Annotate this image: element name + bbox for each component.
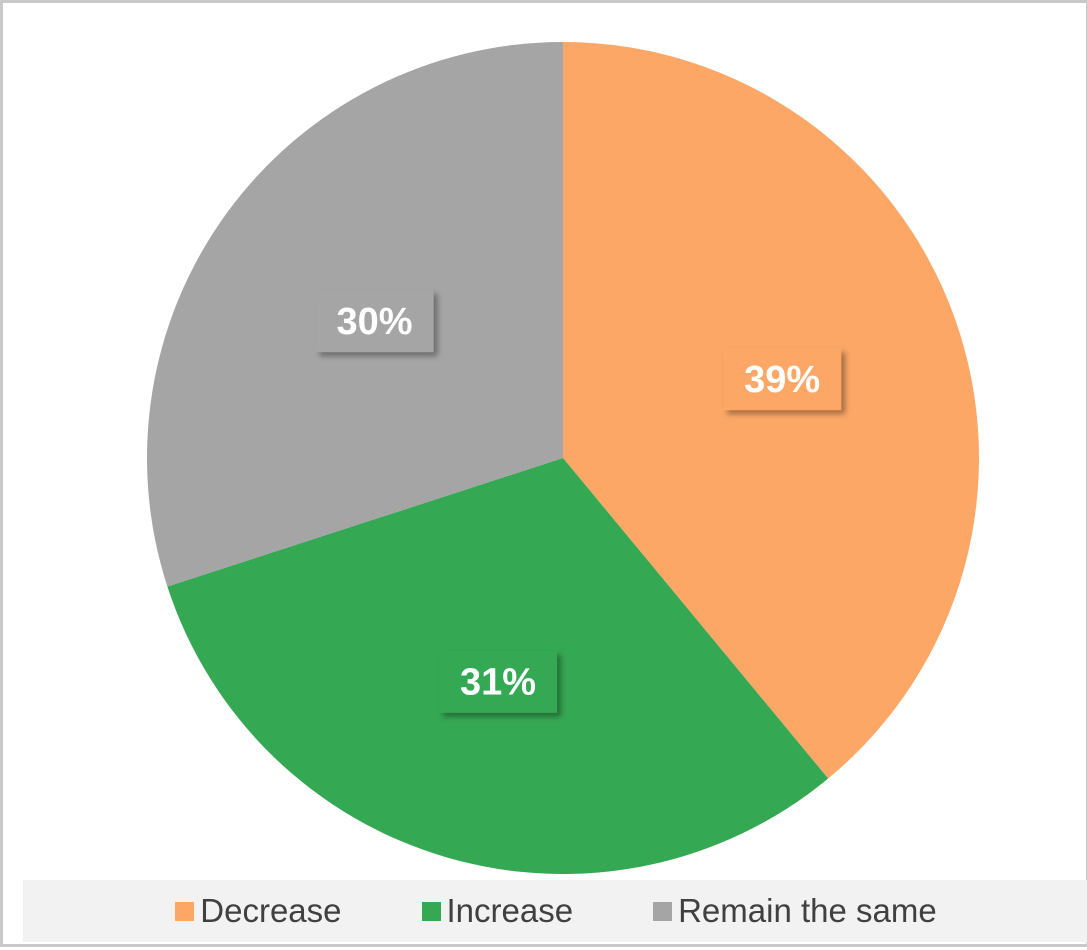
legend-item-decrease[interactable]: Decrease	[175, 892, 342, 930]
data-label-decrease: 39%	[723, 348, 842, 411]
data-label-box-remain-the-same	[315, 290, 434, 353]
data-label-text-increase: 31%	[460, 662, 536, 704]
data-label-box-decrease	[723, 348, 842, 411]
pie-chart: 39% 31% 30%	[146, 42, 980, 874]
legend-label-decrease: Decrease	[200, 892, 342, 929]
legend-swatch-decrease	[175, 901, 195, 921]
data-label-box-increase	[439, 650, 558, 713]
legend-swatch-increase	[421, 901, 441, 921]
data-label-increase: 31%	[439, 650, 558, 713]
data-label-text-remain-the-same: 30%	[337, 301, 413, 343]
legend-label-remain-the-same: Remain the same	[678, 892, 937, 929]
legend-item-increase[interactable]: Increase	[421, 892, 574, 930]
legend-item-remain-the-same[interactable]: Remain the same	[653, 892, 937, 930]
data-label-remain-the-same: 30%	[315, 290, 434, 353]
legend-swatch-remain-the-same	[653, 901, 673, 921]
pie-slice-decrease[interactable]	[563, 42, 980, 779]
legend: Decrease Increase Remain the same	[23, 880, 1087, 942]
legend-label-increase: Increase	[446, 892, 574, 929]
data-label-text-decrease: 39%	[744, 359, 820, 401]
